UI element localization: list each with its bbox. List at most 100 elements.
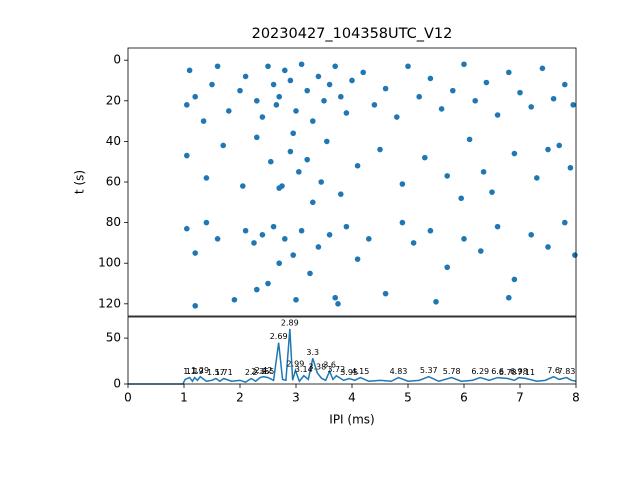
point [382,85,389,92]
y-tick-label: 0 [113,53,121,67]
point [265,63,271,70]
peak-label: 7.83 [558,367,576,376]
point [539,65,546,72]
point [298,227,305,234]
point [461,61,467,68]
point [360,69,367,76]
peak-label: 2.36 [251,367,269,376]
point [506,294,512,301]
point [433,298,439,305]
point [405,63,411,70]
point [240,183,246,189]
point [506,69,512,76]
axes-frame [127,316,577,385]
point [282,67,288,74]
x-tick-label: 3 [292,391,300,405]
peak-label: 2.5 [262,367,275,376]
point [410,240,417,246]
point [237,87,243,94]
point [528,231,534,238]
point [545,146,551,153]
point [444,264,451,271]
point [203,175,210,181]
point [203,219,210,226]
point [253,134,260,141]
point [572,252,578,258]
point [293,296,299,303]
point [545,244,551,250]
peak-label: 2.99 [287,360,305,369]
point [567,164,574,171]
point [461,236,467,242]
point [304,87,311,94]
point [326,81,333,88]
point [450,87,456,94]
point [186,67,193,74]
x-tick-label: 0 [124,391,132,405]
point [494,112,501,118]
point [242,73,249,80]
point [371,102,378,108]
point [326,231,333,238]
chart-title: 20230427_104358UTC_V12 [252,26,453,42]
peak-label: 7.11 [517,368,535,377]
point [332,294,339,301]
point [478,248,484,254]
point [338,191,344,197]
point [466,136,473,143]
x-tick-label: 4 [348,391,356,405]
peak-label: 1.71 [215,368,233,377]
point [528,104,534,110]
point [343,223,350,230]
peak-label: 2.2 [245,368,258,377]
x-tick-label: 6 [460,391,468,405]
point [251,240,257,246]
x-axis-label: IPI (ms) [329,413,374,427]
point [354,256,361,262]
y-tick-label: 20 [106,93,121,107]
point [231,296,238,303]
peak-label: 2.69 [270,332,288,341]
point [192,93,198,100]
point [458,195,465,202]
point [399,181,406,187]
x-tick-label: 1 [180,391,188,405]
point [427,75,434,82]
peak-label: 1.57 [207,368,225,377]
y-tick-label: 50 [106,331,121,345]
point [335,301,341,307]
point [318,179,325,185]
point [279,183,285,189]
point [209,81,215,88]
peak-label: 5.37 [420,366,438,375]
peak-label: 2.89 [281,318,299,327]
peak-label: 1.19 [186,367,204,376]
x-tick-label: 7 [516,391,524,405]
point [298,61,305,68]
y-tick-label: 40 [106,134,121,148]
peak-label: 3.14 [295,365,313,374]
point [494,223,501,230]
point [483,79,490,86]
histogram-line [128,328,577,385]
point [517,89,523,96]
point [310,118,316,124]
point [287,77,294,84]
point [570,102,576,108]
y-tick-label: 0 [113,377,121,391]
point [332,63,339,70]
x-tick-label: 5 [404,391,412,405]
point [310,199,316,206]
point [253,286,260,293]
point [550,95,557,102]
point [290,252,297,258]
point [296,169,302,175]
y-axis-label: t (s) [73,170,87,194]
point [562,81,568,88]
point [394,114,400,120]
point [268,158,274,165]
peak-label: 6.6 [491,367,504,376]
y-tick-label: 100 [98,256,121,270]
